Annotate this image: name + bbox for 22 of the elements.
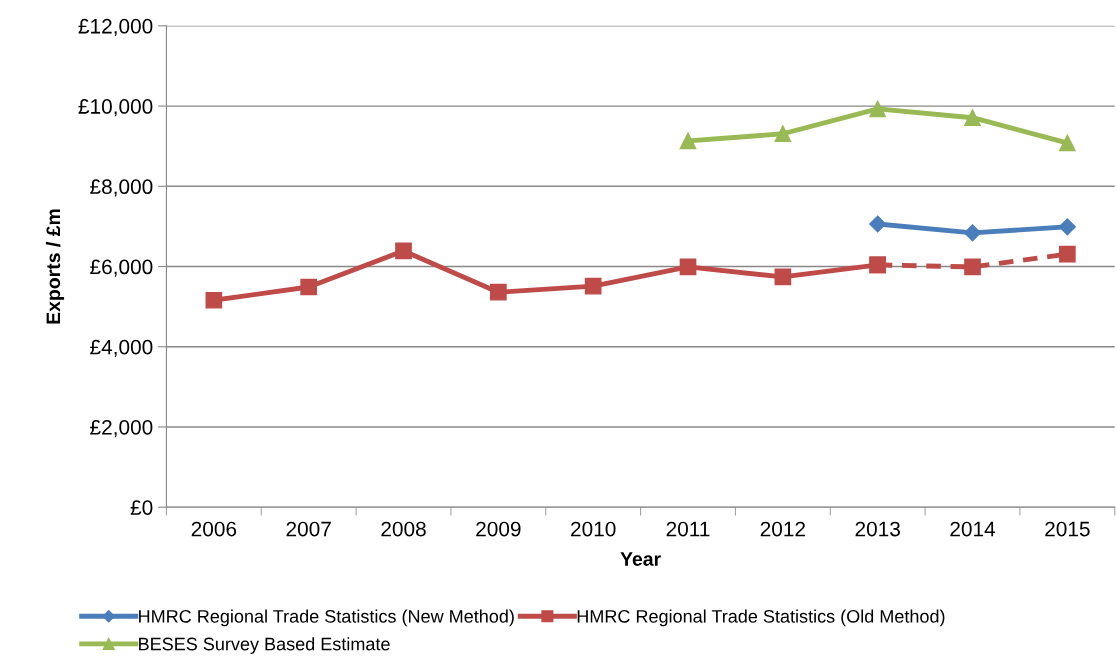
y-tick-label: £10,000 [78,99,153,117]
legend-label: HMRC Regional Trade Statistics (Old Method) [577,609,945,627]
y-tick-label: £2,000 [90,419,153,438]
y-tick-label: £6,000 [90,259,153,277]
x-tick-label: 2009 [476,521,521,537]
legend-label: BESES Survey Based Estimate [139,637,390,654]
x-tick-label: 2010 [571,521,616,537]
x-tick-label: 2014 [950,521,996,537]
x-tick-label: 2015 [1045,521,1090,537]
y-tick-label: £4,000 [90,339,153,357]
y-tick-label: £0 [130,500,153,515]
x-tick-label: 2007 [286,521,331,537]
y-tick-label: £12,000 [78,18,153,37]
y-axis-title: Exports / £m [45,209,65,324]
x-axis-title: Year [620,552,661,566]
y-tick-label: £8,000 [90,179,153,197]
x-tick-label: 2013 [855,521,900,537]
x-tick-label: 2006 [191,521,237,537]
x-tick-label: 2011 [666,521,710,537]
legend-label: HMRC Regional Trade Statistics (New Method) [139,609,514,627]
x-tick-label: 2008 [381,521,426,537]
x-tick-label: 2012 [760,521,805,537]
